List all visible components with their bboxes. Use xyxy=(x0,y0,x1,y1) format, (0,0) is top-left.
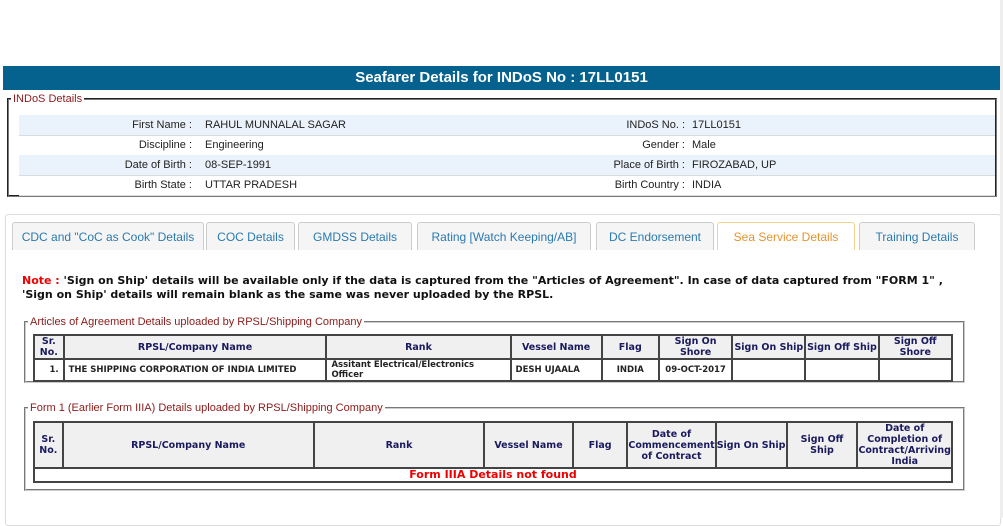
column-header: Sign On Shore xyxy=(657,334,734,360)
column-header: Sign On Ship xyxy=(714,421,788,469)
tab-sea-service-details[interactable]: Sea Service Details xyxy=(717,222,855,250)
column-header: RPSL/Company Name xyxy=(61,421,315,469)
column-header: Date of Commencement of Contract xyxy=(626,421,717,469)
field-value: Male xyxy=(692,139,716,151)
table-cell: 1. xyxy=(33,358,65,382)
table-cell xyxy=(877,358,954,382)
field-label: Place of Birth : xyxy=(613,159,685,171)
field-label: Date of Birth : xyxy=(124,159,192,171)
field-label: Gender : xyxy=(642,139,685,151)
column-header: Sign On Ship xyxy=(731,334,807,360)
table-cell: THE SHIPPING CORPORATION OF INDIA LIMITE… xyxy=(62,358,328,382)
aoa-legend: Articles of Agreement Details uploaded b… xyxy=(30,316,363,328)
column-header: Sr. No. xyxy=(33,334,65,360)
column-header: Rank xyxy=(325,334,512,360)
note-text: 'Sign on Ship' details will be available… xyxy=(22,274,943,301)
field-value: 17LL0151 xyxy=(692,119,741,131)
field-value: 08-SEP-1991 xyxy=(205,159,272,171)
column-header: Vessel Name xyxy=(483,421,574,469)
field-label: First Name : xyxy=(132,119,192,131)
column-header: Date of Completion of Contract/Arriving … xyxy=(856,421,953,469)
tab-training-details[interactable]: Training Details xyxy=(859,222,975,250)
table-cell: 09-OCT-2017 xyxy=(657,358,734,382)
indos-details-section: INDoS Details First Name : RAHUL MUNNALAL… xyxy=(7,93,997,197)
column-header: Vessel Name xyxy=(509,334,603,360)
column-header: Sr. No. xyxy=(33,421,64,469)
field-value: INDIA xyxy=(692,179,722,191)
indos-row: Date of Birth : 08-SEP-1991 Place of Birth… xyxy=(19,155,995,176)
articles-of-agreement-section: Articles of Agreement Details uploaded b… xyxy=(24,316,965,383)
note-prefix: Note : xyxy=(22,274,60,287)
indos-row: First Name : RAHUL MUNNALAL SAGAR INDoS No… xyxy=(19,115,995,136)
tab-cdc-and-coc-as-cook-details[interactable]: CDC and "CoC as Cook" Details xyxy=(12,222,204,250)
aoa-table: Sr. No. RPSL/Company Name Rank Vessel Name F… xyxy=(33,334,954,382)
tab-gmdss-details[interactable]: GMDSS Details xyxy=(298,222,412,250)
column-header: Sign Off Ship xyxy=(804,334,880,360)
column-header: Rank xyxy=(312,421,486,469)
table-cell xyxy=(731,358,807,382)
page-title: Seafarer Details for INDoS No : 17LL0151 xyxy=(3,66,1000,90)
table-row: 1. THE SHIPPING CORPORATION OF INDIA LIMI… xyxy=(33,358,954,382)
field-label: INDoS No. : xyxy=(626,119,685,131)
table-cell: Assitant Electrical/Electronics Officer xyxy=(325,358,512,382)
table-cell xyxy=(804,358,880,382)
tab-coc-details[interactable]: COC Details xyxy=(206,222,295,250)
field-value: UTTAR PRADESH xyxy=(205,179,298,191)
tab-dc-endorsement[interactable]: DC Endorsement xyxy=(596,222,714,250)
column-header: Flag xyxy=(600,334,660,360)
empty-row: Form IIIA Details not found xyxy=(33,467,953,483)
field-label: Birth Country : xyxy=(614,179,685,191)
table-cell: INDIA xyxy=(600,358,660,382)
form1-legend: Form 1 (Earlier Form IIIA) Details uploa… xyxy=(30,402,383,414)
column-header: Sign Off Shore xyxy=(877,334,954,360)
header-row: Sr. No. RPSL/Company Name Rank Vessel Name F… xyxy=(33,334,954,360)
field-value: FIROZABAD, UP xyxy=(692,159,777,171)
field-value: RAHUL MUNNALAL SAGAR xyxy=(205,119,346,131)
indos-details-legend: INDoS Details xyxy=(13,93,83,105)
sea-service-note: Note : 'Sign on Ship' details will be av… xyxy=(22,274,967,302)
form1-table: Sr. No. RPSL/Company Name Rank Vessel Name F… xyxy=(33,421,953,483)
table-cell: DESH UJAALA xyxy=(509,358,603,382)
indos-row: Birth State : UTTAR PRADESH Birth Country … xyxy=(19,175,995,196)
column-header: RPSL/Company Name xyxy=(62,334,328,360)
field-value: Engineering xyxy=(205,139,264,151)
field-label: Discipline : xyxy=(138,139,192,151)
not-found-message: Form IIIA Details not found xyxy=(33,467,953,483)
header-row: Sr. No. RPSL/Company Name Rank Vessel Name F… xyxy=(33,421,953,469)
indos-row: Discipline : Engineering Gender : Male xyxy=(19,135,995,156)
tab-rating-watch-keeping-ab[interactable]: Rating [Watch Keeping/AB] xyxy=(417,222,591,250)
column-header: Flag xyxy=(571,421,629,469)
form1-section: Form 1 (Earlier Form IIIA) Details uploa… xyxy=(24,402,965,491)
scrollbar[interactable] xyxy=(1000,0,1003,518)
field-label: Birth State : xyxy=(134,179,192,191)
column-header: Sign Off Ship xyxy=(785,421,859,469)
